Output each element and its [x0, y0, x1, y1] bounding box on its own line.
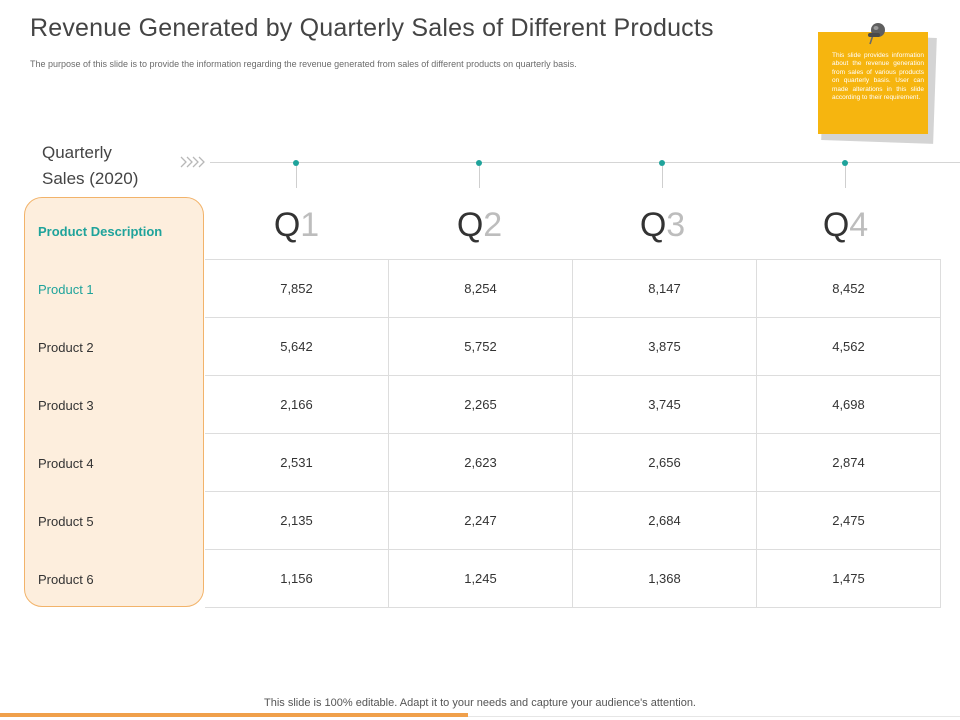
chevrons-right-icon [180, 156, 205, 168]
table-cell: 2,623 [388, 433, 573, 492]
quarter-header-number: 4 [849, 206, 869, 244]
quarter-header-q4: Q4 [754, 203, 937, 247]
table-cell: 2,247 [388, 491, 573, 550]
page-subtitle: The purpose of this slide is to provide … [30, 59, 577, 69]
table-cell: 1,245 [388, 549, 573, 608]
quarter-header-letter: Q [639, 206, 667, 244]
table-row: 1,156 1,245 1,368 1,475 [205, 549, 941, 608]
product-label-3: Product 3 [38, 398, 94, 413]
table-cell: 8,147 [572, 259, 757, 318]
table-cell: 2,684 [572, 491, 757, 550]
pushpin-icon [868, 23, 885, 45]
table-cell: 1,475 [756, 549, 941, 608]
table-cell: 5,752 [388, 317, 573, 376]
product-description-panel [24, 197, 204, 607]
footer-divider [0, 716, 960, 717]
table-cell: 4,562 [756, 317, 941, 376]
product-label-4: Product 4 [38, 456, 94, 471]
quarter-header-q1: Q1 [205, 203, 388, 247]
quarter-header-q3: Q3 [571, 203, 754, 247]
sticky-note-paper [818, 32, 928, 134]
timeline-stem-q2 [479, 166, 480, 188]
product-description-header: Product Description [38, 224, 163, 239]
product-label-5: Product 5 [38, 514, 94, 529]
table-cell: 2,656 [572, 433, 757, 492]
table-cell: 2,874 [756, 433, 941, 492]
product-label-2: Product 2 [38, 340, 94, 355]
timeline-dot-q4 [842, 160, 848, 166]
timeline-stem-q4 [845, 166, 846, 188]
quarterly-sales-label: Quarterly Sales (2020) [42, 140, 138, 192]
table-cell: 2,531 [205, 433, 389, 492]
table-row: 2,135 2,247 2,684 2,475 [205, 491, 941, 550]
table-cell: 4,698 [756, 375, 941, 434]
quarter-header-number: 2 [483, 206, 503, 244]
table-row: 5,642 5,752 3,875 4,562 [205, 317, 941, 376]
timeline-dot-q1 [293, 160, 299, 166]
table-cell: 8,452 [756, 259, 941, 318]
timeline-dot-q3 [659, 160, 665, 166]
timeline-line [210, 162, 960, 163]
table-row: 2,531 2,623 2,656 2,874 [205, 433, 941, 492]
table-cell: 1,156 [205, 549, 389, 608]
product-label-6: Product 6 [38, 572, 94, 587]
table-cell: 2,166 [205, 375, 389, 434]
table-cell: 8,254 [388, 259, 573, 318]
footer-note: This slide is 100% editable. Adapt it to… [264, 697, 696, 709]
quarterly-sales-label-line2: Sales (2020) [42, 169, 139, 188]
timeline-stem-q1 [296, 166, 297, 188]
timeline-stem-q3 [662, 166, 663, 188]
table-cell: 2,135 [205, 491, 389, 550]
table-cell: 5,642 [205, 317, 389, 376]
table-cell: 3,745 [572, 375, 757, 434]
timeline-dot-q2 [476, 160, 482, 166]
revenue-table: 7,852 8,254 8,147 8,452 5,642 5,752 3,87… [205, 259, 941, 608]
footer-accent-bar [0, 713, 468, 717]
table-cell: 2,475 [756, 491, 941, 550]
quarter-header-number: 3 [666, 206, 686, 244]
table-cell: 7,852 [205, 259, 389, 318]
sticky-note: This slide provides information about th… [818, 23, 937, 144]
table-row: 2,166 2,265 3,745 4,698 [205, 375, 941, 434]
table-cell: 3,875 [572, 317, 757, 376]
table-cell: 2,265 [388, 375, 573, 434]
table-row: 7,852 8,254 8,147 8,452 [205, 259, 941, 318]
quarter-header-letter: Q [456, 206, 484, 244]
quarter-header-letter: Q [273, 206, 301, 244]
quarter-header-q2: Q2 [388, 203, 571, 247]
product-label-1: Product 1 [38, 282, 94, 297]
table-cell: 1,368 [572, 549, 757, 608]
quarter-header-number: 1 [300, 206, 320, 244]
page-title: Revenue Generated by Quarterly Sales of … [30, 14, 714, 42]
sticky-note-text: This slide provides information about th… [832, 52, 924, 102]
quarter-header-letter: Q [822, 206, 850, 244]
quarterly-sales-label-line1: Quarterly [42, 143, 112, 162]
